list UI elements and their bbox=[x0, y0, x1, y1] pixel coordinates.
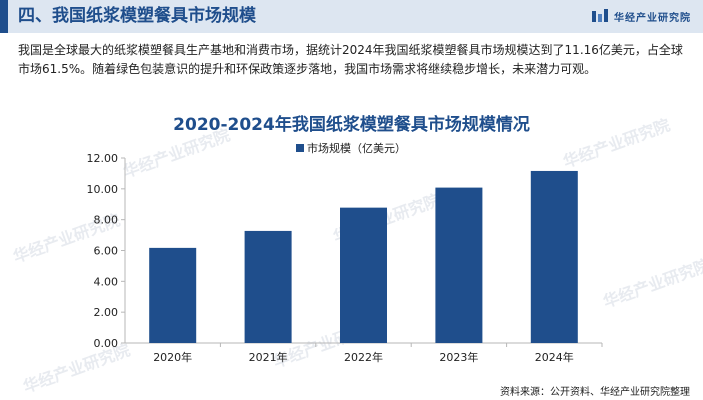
brand-logo-icon bbox=[592, 9, 608, 22]
source-note: 资料来源：公开资料、华经产业研究院整理 bbox=[500, 387, 690, 398]
bar bbox=[244, 230, 292, 343]
y-tick-label: 10.00 bbox=[87, 183, 119, 196]
page-title: 四、我国纸浆模塑餐具市场规模 bbox=[18, 6, 256, 26]
y-tick-label: 6.00 bbox=[94, 245, 119, 258]
brand-name: 华经产业研究院 bbox=[614, 12, 691, 24]
y-tick-label: 12.00 bbox=[87, 152, 119, 165]
legend-label: 市场规模（亿美元） bbox=[307, 141, 406, 155]
bar bbox=[340, 207, 387, 343]
y-tick-label: 2.00 bbox=[94, 306, 119, 319]
intro-paragraph: 我国是全球最大的纸浆模塑餐具生产基地和消费市场，据统计2024年我国纸浆模塑餐具… bbox=[18, 43, 683, 76]
brand: 华经产业研究院 bbox=[591, 8, 691, 24]
chart-title: 2020-2024年我国纸浆模塑餐具市场规模情况 bbox=[173, 115, 530, 135]
y-tick-label: 4.00 bbox=[94, 275, 119, 288]
bar bbox=[149, 247, 197, 343]
y-tick-label: 0.00 bbox=[94, 337, 119, 350]
x-tick-label: 2023年 bbox=[439, 350, 478, 364]
x-tick-label: 2020年 bbox=[153, 350, 192, 364]
bar bbox=[530, 170, 578, 343]
header-bar bbox=[0, 0, 703, 33]
legend-swatch bbox=[296, 144, 304, 152]
bar bbox=[435, 187, 483, 343]
y-tick-label: 8.00 bbox=[94, 214, 119, 227]
x-tick-label: 2024年 bbox=[535, 350, 574, 364]
header-accent bbox=[0, 0, 8, 33]
x-tick-label: 2022年 bbox=[344, 350, 383, 364]
x-tick-label: 2021年 bbox=[249, 350, 288, 364]
